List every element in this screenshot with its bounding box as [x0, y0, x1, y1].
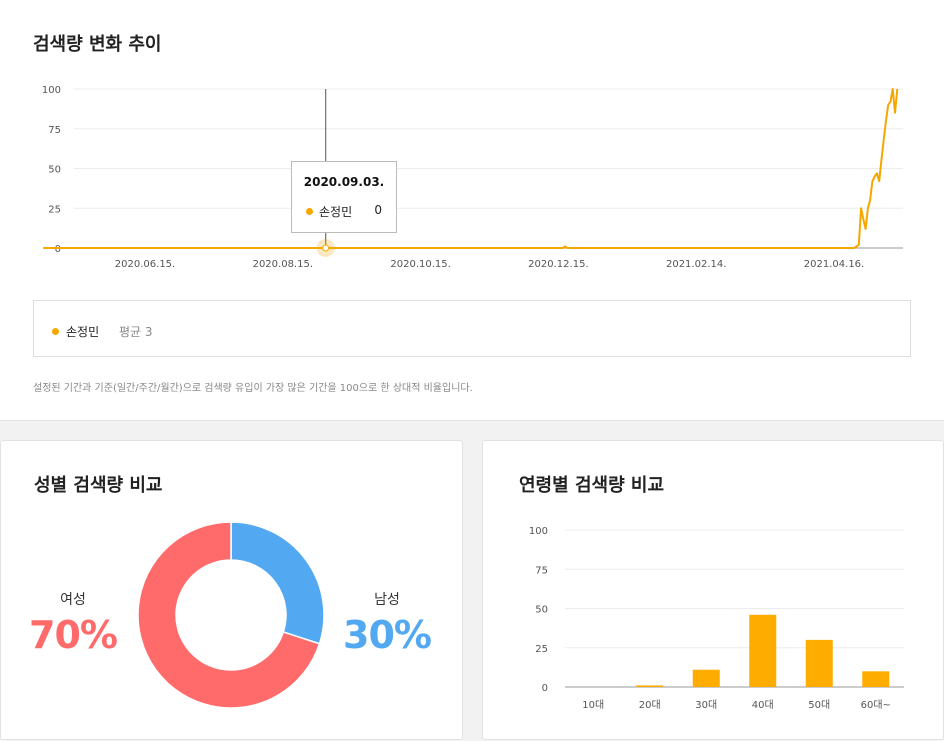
male-label: 남성: [374, 592, 400, 608]
legend-series-dot: [52, 328, 59, 335]
y-tick-label: 50: [535, 605, 548, 616]
tooltip-date: 2020.09.03.: [303, 175, 385, 189]
bar-60대~: [862, 671, 890, 687]
tooltip-series-dot: [306, 208, 313, 215]
trend-title: 검색량 변화 추이: [33, 34, 162, 55]
y-tick-label: 25: [535, 644, 548, 655]
age-card: 연령별 검색량 비교 0 25 50 75 100 10대 20대 30대 40대 50대 60대~: [482, 440, 944, 740]
gender-donut-chart[interactable]: [136, 520, 326, 710]
x-tick-label: 2021.04.16.: [804, 259, 864, 270]
bar-20대: [636, 685, 664, 687]
trend-line-chart[interactable]: 0 25 50 75 100 2020.06.15. 2020.08.15. 2020.10.…: [0, 70, 944, 270]
age-title: 연령별 검색량 비교: [519, 475, 665, 496]
female-label: 여성: [60, 592, 86, 608]
male-percentage: 30%: [343, 613, 432, 657]
y-tick-label: 100: [42, 85, 61, 96]
x-tick-label: 60대~: [861, 699, 891, 711]
trend-legend: 손정민 평균 3: [33, 300, 911, 357]
y-tick-label: 75: [48, 125, 61, 136]
bar-40대: [749, 614, 777, 687]
x-tick-label: 20대: [639, 699, 661, 711]
x-tick-label: 40대: [752, 699, 774, 711]
hover-point: [322, 244, 330, 252]
series-line-손정민: [43, 88, 899, 249]
x-tick-label: 2021.02.14.: [666, 259, 726, 270]
bar-30대: [692, 669, 720, 687]
gender-title: 성별 검색량 비교: [34, 475, 163, 496]
y-tick-label: 100: [529, 526, 548, 537]
x-tick-label: 30대: [695, 699, 717, 711]
donut-slice-남성: [230, 521, 325, 645]
trend-panel: 검색량 변화 추이 0 25 50 75 100 2020.06.15. 2020.08.1…: [0, 0, 944, 421]
y-tick-label: 25: [48, 204, 61, 215]
y-tick-label: 0: [542, 683, 548, 694]
legend-series-name[interactable]: 손정민: [66, 325, 100, 339]
trend-note: 설정된 기간과 기준(일간/주간/월간)으로 검색량 유입이 가장 많은 기간을…: [33, 383, 473, 394]
y-tick-label: 50: [48, 165, 61, 176]
female-percentage: 70%: [29, 613, 118, 657]
x-tick-label: 2020.08.15.: [253, 259, 313, 270]
donut-slice-여성: [137, 521, 321, 709]
gender-card: 성별 검색량 비교 여성 70% 남성 30%: [0, 440, 463, 740]
y-tick-label: 0: [55, 244, 61, 255]
x-tick-label: 2020.12.15.: [528, 259, 588, 270]
x-tick-label: 2020.10.15.: [390, 259, 450, 270]
age-bar-chart[interactable]: 0 25 50 75 100 10대 20대 30대 40대 50대 60대~: [483, 511, 944, 741]
chart-tooltip: 2020.09.03. 손정민 0: [291, 161, 397, 233]
tooltip-series-name: 손정민: [319, 205, 353, 219]
legend-average: 평균 3: [119, 325, 153, 339]
x-tick-label: 2020.06.15.: [115, 259, 175, 270]
bar-50대: [805, 639, 833, 687]
tooltip-value: 0: [374, 203, 382, 217]
x-tick-label: 50대: [808, 699, 830, 711]
x-tick-label: 10대: [582, 699, 604, 711]
y-tick-label: 75: [535, 565, 548, 576]
